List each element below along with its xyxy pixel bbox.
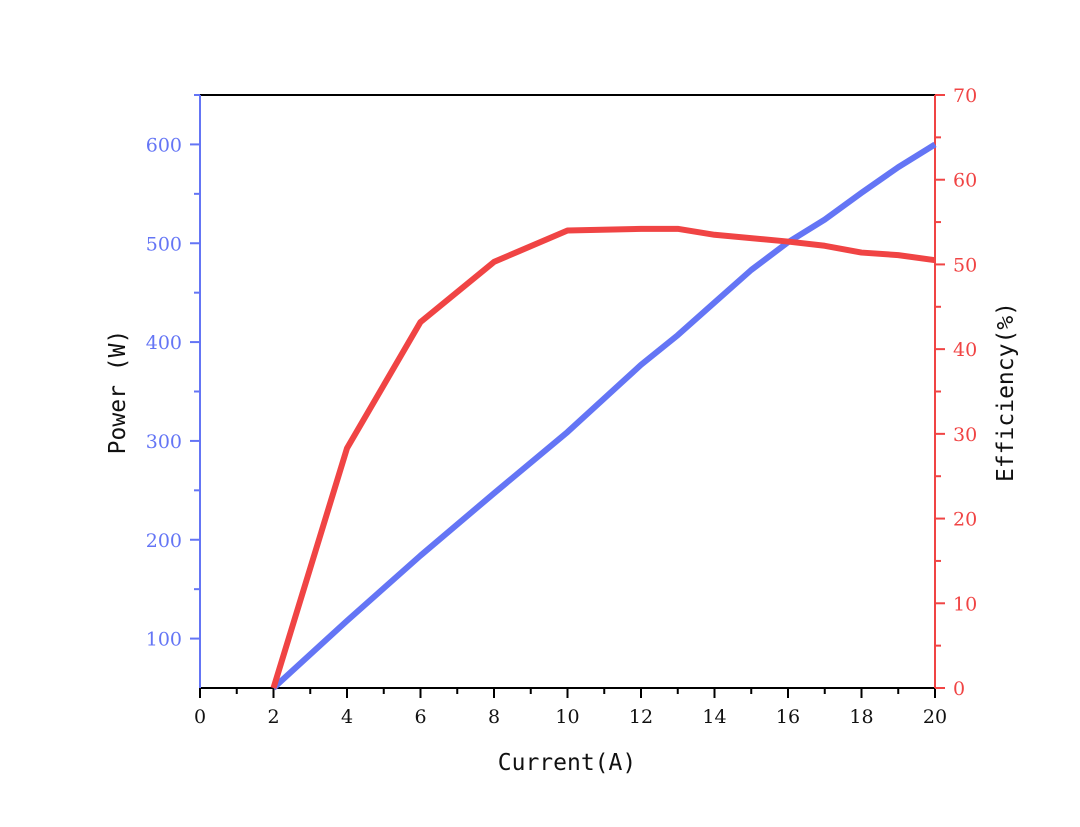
right-y-axis-title: Efficiency(%): [993, 302, 1019, 482]
x-tick-label: 14: [702, 706, 726, 728]
right-y-tick-label: 40: [953, 339, 977, 361]
x-axis: 0 2 4 6 8 10 12 14 16 18 20: [194, 688, 947, 728]
x-tick-label: 18: [849, 706, 873, 728]
plot-frame: [199, 94, 936, 689]
right-y-tick-label: 30: [953, 424, 977, 446]
x-tick-label: 16: [776, 706, 800, 728]
x-tick-label: 10: [555, 706, 579, 728]
efficiency-line: [270, 225, 936, 689]
right-y-tick-label: 50: [953, 254, 977, 276]
x-tick-label: 0: [194, 706, 206, 728]
x-axis-title: Current(A): [498, 750, 636, 776]
left-y-tick-label: 600: [146, 134, 182, 156]
left-y-tick-label: 300: [146, 431, 182, 453]
left-y-axis-title: Power (W): [105, 330, 131, 455]
right-y-tick-label: 0: [953, 678, 965, 700]
x-tick-label: 4: [341, 706, 353, 728]
power-line: [271, 141, 937, 691]
data-lines: [270, 141, 937, 691]
x-tick-label: 12: [629, 706, 653, 728]
left-y-axis-power: 100 200 300 400 500 600: [146, 94, 200, 651]
x-tick-label: 20: [923, 706, 947, 728]
right-y-tick-label: 10: [953, 593, 977, 615]
right-y-tick-label: 20: [953, 509, 977, 531]
right-y-tick-label: 70: [953, 85, 977, 107]
left-y-tick-label: 100: [146, 629, 182, 651]
left-y-tick-label: 500: [146, 233, 182, 255]
right-y-tick-label: 60: [953, 170, 977, 192]
right-y-axis-efficiency: 0 10 20 30 40 50 60 70: [935, 85, 977, 700]
left-y-tick-label: 400: [146, 332, 182, 354]
x-tick-label: 8: [488, 706, 500, 728]
x-tick-label: 2: [267, 706, 279, 728]
x-tick-label: 6: [414, 706, 426, 728]
left-y-tick-label: 200: [146, 530, 182, 552]
